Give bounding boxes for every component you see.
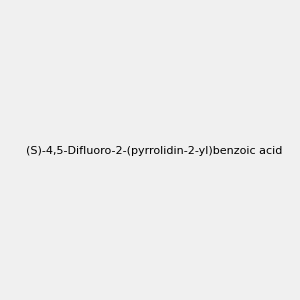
Text: (S)-4,5-Difluoro-2-(pyrrolidin-2-yl)benzoic acid: (S)-4,5-Difluoro-2-(pyrrolidin-2-yl)benz…	[26, 146, 282, 157]
